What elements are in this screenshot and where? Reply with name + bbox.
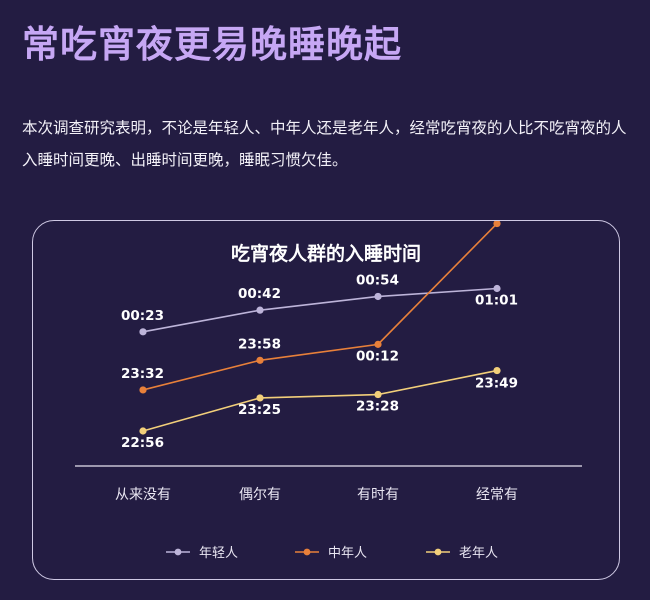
data-point [256, 306, 264, 314]
data-point [374, 340, 382, 348]
data-label: 00:42 [238, 286, 281, 302]
data-point [374, 390, 382, 399]
data-label: 22:56 [121, 435, 164, 451]
page-title: 常吃宵夜更易晚睡晚起 [22, 23, 402, 66]
series-line-2 [142, 222, 498, 391]
data-point [139, 427, 147, 435]
data-point [493, 284, 501, 293]
data-point [374, 292, 382, 301]
chart-card: 吃宵夜人群的入睡时间 00:23 00:42 00:54 01:01 23:32 23:5… [32, 220, 620, 580]
data-label: 23:49 [475, 376, 518, 392]
data-label: 00:12 [356, 348, 399, 364]
x-tick-label: 有时有 [357, 487, 399, 503]
series-line-3 [142, 369, 498, 432]
legend-swatch-marker [434, 548, 442, 556]
series-line-1 [142, 287, 498, 333]
legend-label: 老年人 [459, 546, 498, 561]
legend-label: 中年人 [328, 546, 367, 561]
line-chart: 00:2300:4200:5401:0123:3223:5800:1201:58… [75, 221, 582, 561]
x-tick-label: 偶尔有 [239, 487, 281, 503]
legend-label: 年轻人 [199, 546, 238, 561]
data-label: 00:23 [121, 308, 164, 324]
legend-swatch-marker [174, 548, 182, 556]
data-label: 23:28 [356, 399, 399, 415]
data-point [256, 394, 264, 402]
data-label: 23:58 [238, 336, 281, 352]
chart-title: 吃宵夜人群的入睡时间 [230, 243, 421, 265]
data-point [493, 366, 501, 375]
data-label: 00:54 [356, 272, 399, 288]
data-point [256, 356, 264, 364]
legend-swatch-marker [303, 548, 311, 556]
data-point [493, 221, 501, 228]
data-label: 23:25 [238, 402, 281, 418]
data-point [139, 328, 147, 336]
data-label: 23:32 [121, 366, 164, 382]
description-text: 本次调查研究表明，不论是年轻人、中年人还是老年人，经常吃宵夜的人比不吃宵夜的人入… [22, 119, 627, 169]
x-tick-label: 经常有 [476, 487, 518, 503]
data-label: 01:01 [475, 293, 518, 309]
data-point [139, 386, 147, 394]
x-tick-label: 从来没有 [115, 487, 171, 503]
